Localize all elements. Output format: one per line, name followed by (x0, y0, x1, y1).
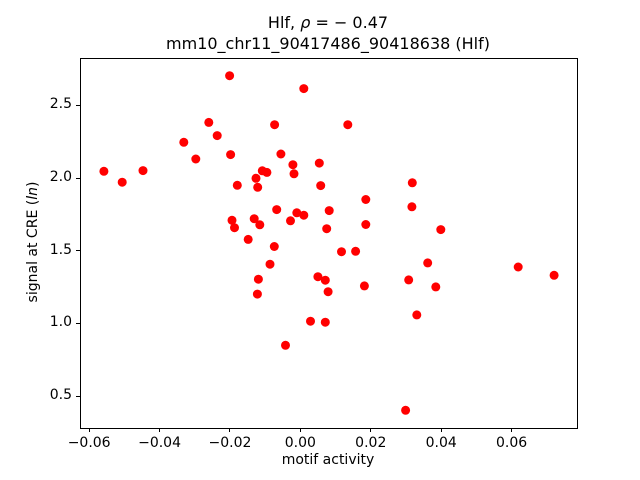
scatter-point (322, 224, 332, 234)
scatter-point (227, 215, 237, 225)
y-tick-mark (76, 395, 80, 397)
y-tick-label: 2.5 (49, 96, 72, 113)
title-gene-prefix: Hlf, (267, 13, 301, 32)
scatter-point (407, 202, 417, 212)
plot-area (80, 58, 578, 429)
x-tick-label: 0.06 (495, 435, 528, 451)
scatter-point (289, 169, 299, 179)
scatter-point (343, 120, 353, 130)
x-tick-mark (88, 428, 90, 432)
x-tick-mark (159, 428, 161, 432)
scatter-point (262, 167, 272, 177)
scatter-point (252, 289, 262, 299)
scatter-point (212, 131, 222, 141)
y-tick-mark (76, 104, 80, 106)
scatter-point (251, 173, 261, 183)
x-tick-mark (229, 428, 231, 432)
scatter-point (269, 242, 279, 251)
x-tick-label: −0.04 (138, 435, 181, 451)
scatter-point (270, 120, 280, 130)
scatter-point (412, 310, 422, 320)
scatter-point (314, 158, 324, 168)
scatter-point (272, 205, 282, 215)
y-axis-label-italic: ln (25, 187, 41, 200)
scatter-point (306, 316, 315, 326)
scatter-point (337, 247, 346, 257)
scatter-point (138, 166, 148, 176)
scatter-point (316, 181, 326, 191)
y-tick-label: 0.5 (49, 387, 72, 404)
scatter-point (191, 154, 201, 164)
x-tick-mark (511, 428, 513, 432)
scatter-point (286, 216, 295, 226)
scatter-point (276, 149, 286, 159)
scatter-point (549, 270, 559, 280)
y-tick-mark (76, 177, 80, 179)
scatter-point (253, 182, 263, 192)
scatter-point (407, 178, 417, 188)
x-tick-label: −0.02 (208, 435, 252, 451)
scatter-point (249, 214, 259, 224)
scatter-point (117, 177, 127, 187)
chart-title-line1: Hlf, ρ = − 0.47 (80, 12, 576, 33)
x-tick-label: 0.02 (355, 435, 387, 451)
scatter-point (320, 275, 330, 285)
scatter-point (299, 84, 309, 94)
chart-title: Hlf, ρ = − 0.47 mm10_chr11_90417486_9041… (80, 12, 576, 54)
y-tick-label: 2.0 (49, 169, 72, 186)
y-tick-mark (76, 250, 80, 252)
chart-title-line2: mm10_chr11_90417486_90418638 (Hlf) (166, 34, 490, 53)
scatter-point (361, 195, 371, 204)
scatter-point (265, 259, 275, 269)
scatter-point (351, 246, 361, 256)
title-rho-value: = − 0.47 (310, 13, 389, 32)
y-tick-mark (76, 322, 80, 324)
scatter-point (243, 234, 253, 244)
scatter-point (179, 137, 189, 147)
y-tick-label: 1.0 (49, 314, 72, 331)
scatter-point (423, 258, 433, 268)
scatter-point (99, 166, 109, 176)
scatter-point (288, 160, 298, 170)
x-tick-mark (370, 428, 372, 432)
y-tick-label: 1.5 (49, 241, 72, 258)
scatter-point (299, 210, 309, 220)
x-axis-label: motif activity (281, 452, 375, 468)
scatter-point (359, 281, 369, 291)
scatter-point (253, 274, 263, 284)
x-tick-label: −0.06 (67, 435, 111, 451)
scatter-point (232, 180, 242, 190)
scatter-point (225, 71, 235, 81)
scatter-point (230, 223, 239, 233)
scatter-point (361, 220, 371, 229)
scatter-point (226, 150, 236, 160)
scatter-point (431, 282, 441, 292)
scatter-point (292, 208, 302, 218)
x-tick-label: 0.00 (284, 435, 316, 451)
scatter-point (255, 220, 265, 230)
scatter-point (204, 117, 214, 127)
title-rho-symbol: ρ (300, 13, 311, 32)
x-tick-mark (299, 428, 301, 432)
scatter-points-layer (99, 71, 559, 415)
scatter-point (436, 225, 446, 235)
scatter-point (513, 262, 523, 272)
scatter-point (320, 317, 330, 327)
scatter-point (281, 340, 290, 350)
scatter-point (313, 272, 323, 282)
scatter-point (401, 405, 411, 415)
scatter-point (404, 275, 414, 285)
x-tick-label: 0.04 (425, 435, 457, 451)
scatter-point (323, 287, 333, 297)
x-tick-mark (440, 428, 442, 432)
scatter-point (324, 206, 334, 216)
